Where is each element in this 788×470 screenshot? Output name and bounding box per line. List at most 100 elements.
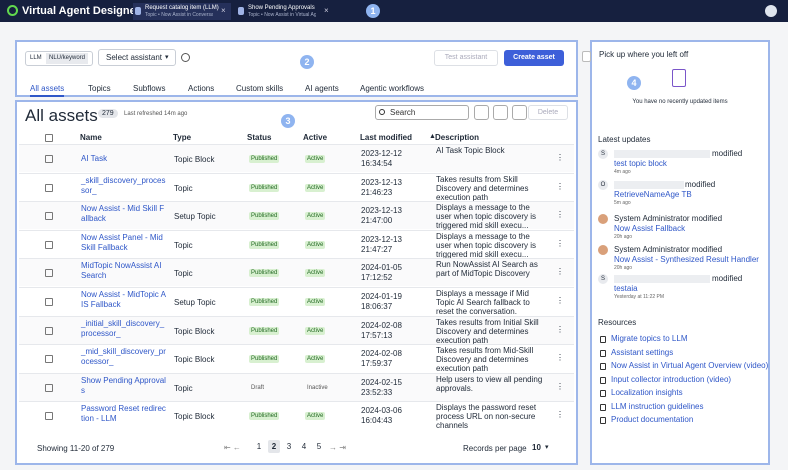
modified-date: 2024-02-08: [361, 320, 402, 330]
annotation: 2: [300, 55, 314, 69]
asset-tab[interactable]: Custom skills: [236, 84, 284, 93]
asset-tab[interactable]: AI agents: [305, 84, 339, 93]
asset-type: Topic Block: [174, 412, 215, 422]
column-header[interactable]: Type: [173, 133, 192, 142]
row-checkbox[interactable]: [45, 355, 53, 364]
column-header[interactable]: Last modified: [360, 133, 413, 142]
redacted-name: [614, 150, 710, 158]
asset-name[interactable]: Now Assist - Mid Skill Fallback: [81, 204, 165, 224]
update-link[interactable]: testaia: [614, 284, 638, 293]
logo: [7, 5, 18, 16]
modified-time: 21:46:23: [361, 187, 393, 197]
page-nav[interactable]: ⇤ ←: [224, 443, 241, 452]
row-menu[interactable]: ⋮: [556, 296, 564, 305]
asset-tab[interactable]: All assets: [30, 84, 65, 97]
modified-date: 2024-02-08: [361, 349, 402, 359]
icon-button[interactable]: [512, 105, 527, 120]
asset-name[interactable]: Now Assist Panel - Mid Skill Fallback: [81, 232, 163, 252]
asset-tab[interactable]: Agentic workflows: [360, 84, 425, 93]
row-menu[interactable]: ⋮: [556, 353, 564, 363]
resource-link[interactable]: Now Assist in Virtual Agent Overview (vi…: [611, 361, 769, 370]
asset-tab[interactable]: Topics: [88, 84, 111, 93]
description: Displays a message to the user when topi…: [436, 231, 537, 259]
modified-date: 2024-03-06: [361, 406, 402, 416]
collapse-handle[interactable]: [582, 51, 591, 62]
asset-tab[interactable]: Actions: [188, 84, 215, 93]
column-header[interactable]: Status: [247, 133, 272, 142]
table-row: MidTopic NowAssist AI Search Topic Publish…: [19, 258, 574, 287]
resource-link[interactable]: Localization insights: [611, 388, 683, 397]
row-checkbox[interactable]: [45, 383, 53, 392]
asset-name[interactable]: _initial_skill_discovery_processor_: [81, 318, 165, 338]
page-number[interactable]: 3: [286, 442, 292, 451]
row-menu[interactable]: ⋮: [556, 181, 564, 191]
update-action: modified: [712, 149, 743, 158]
update-link[interactable]: test topic block: [614, 159, 667, 168]
resource-link[interactable]: LLM instruction guidelines: [611, 401, 704, 411]
tab-close[interactable]: ×: [324, 6, 329, 15]
table-row: _skill_discovery_processor_ Topic Publishe…: [19, 172, 574, 202]
column-header[interactable]: Name: [80, 133, 102, 142]
assistant-select[interactable]: Select assistant ▾: [98, 49, 176, 66]
create-button[interactable]: Create asset: [504, 50, 564, 66]
records-select[interactable]: 10: [532, 443, 541, 452]
mode-option[interactable]: NLU/keyword: [46, 53, 89, 64]
mode-option[interactable]: LLM: [27, 53, 45, 64]
column-header[interactable]: Description: [435, 133, 480, 142]
icon-button[interactable]: [474, 105, 489, 120]
page-number[interactable]: 4: [301, 442, 307, 451]
delete-button[interactable]: Delete: [528, 105, 568, 120]
asset-name[interactable]: Show Pending Approvals: [81, 375, 166, 395]
table-row: Now Assist Panel - Mid Skill Fallback Top…: [19, 229, 574, 259]
page-number[interactable]: 2: [268, 440, 280, 453]
resource-link[interactable]: Assistant settings: [611, 347, 674, 357]
asset-name[interactable]: _mid_skill_discovery_processor_: [81, 347, 166, 367]
row-checkbox[interactable]: [45, 298, 53, 306]
modified-time: 18:06:37: [361, 302, 393, 311]
row-menu[interactable]: ⋮: [556, 267, 564, 277]
header-checkbox[interactable]: [45, 134, 53, 142]
row-checkbox[interactable]: [45, 412, 53, 421]
editor-tab[interactable]: Request catalog item (LLM) Topic • Now As…: [133, 3, 231, 20]
resource-link[interactable]: Product documentation: [611, 415, 694, 424]
annotation: 1: [366, 4, 380, 18]
column-header[interactable]: Active: [303, 133, 328, 142]
search-box[interactable]: Search: [375, 105, 469, 120]
page-number[interactable]: 5: [316, 442, 322, 451]
editor-tab[interactable]: Show Pending Approvals Topic • Now Assist…: [236, 3, 334, 20]
update-link[interactable]: Now Assist - Synthesized Result Handler: [614, 255, 759, 264]
row-menu[interactable]: ⋮: [556, 324, 564, 334]
row-checkbox[interactable]: [45, 240, 53, 249]
row-menu[interactable]: ⋮: [556, 410, 564, 420]
asset-tab[interactable]: Subflows: [133, 84, 166, 93]
avatar: S: [598, 274, 608, 284]
resource-link[interactable]: Input collector introduction (video): [611, 374, 732, 384]
update-time: Yesterday at 11:22 PM: [614, 294, 665, 300]
asset-name[interactable]: MidTopic NowAssist AI Search: [81, 261, 162, 281]
asset-name[interactable]: Now Assist - MidTopic AIS Fallback: [81, 290, 166, 309]
icon-button[interactable]: [493, 105, 508, 120]
row-menu[interactable]: ⋮: [556, 238, 564, 248]
updates-title: Latest updates: [598, 135, 651, 144]
asset-name[interactable]: _skill_discovery_processor_: [81, 175, 166, 195]
page-nav[interactable]: → ⇥: [329, 443, 346, 452]
row-checkbox[interactable]: [45, 183, 53, 192]
update-link[interactable]: Now Assist Fallback: [614, 224, 686, 233]
resource-link[interactable]: Migrate topics to LLM: [611, 334, 688, 343]
page-number[interactable]: 1: [256, 442, 262, 451]
status-badge: Active: [305, 412, 326, 421]
row-menu[interactable]: ⋮: [556, 153, 564, 162]
asset-name[interactable]: AI Task: [81, 154, 108, 163]
row-checkbox[interactable]: [45, 212, 53, 221]
row-menu[interactable]: ⋮: [556, 210, 564, 220]
row-menu[interactable]: ⋮: [556, 381, 564, 391]
asset-name[interactable]: Password Reset redirection - LLM: [81, 404, 166, 424]
modified-time: 16:34:54: [361, 159, 393, 168]
update-link[interactable]: RetrieveNameAge TB: [614, 190, 692, 199]
tab-close[interactable]: ×: [221, 6, 226, 15]
row-checkbox[interactable]: [45, 155, 53, 163]
row-checkbox[interactable]: [45, 326, 53, 335]
test-button[interactable]: Test assistant: [434, 50, 498, 66]
modified-date: 2023-12-12: [361, 149, 402, 158]
row-checkbox[interactable]: [45, 269, 53, 278]
